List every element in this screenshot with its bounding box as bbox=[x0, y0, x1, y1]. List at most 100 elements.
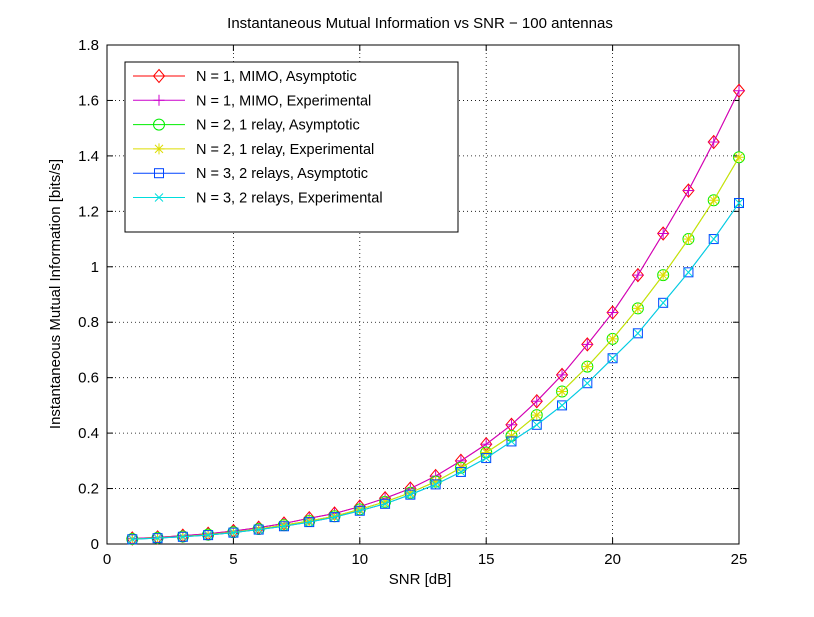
data-point bbox=[530, 393, 543, 409]
legend-marker bbox=[152, 68, 166, 84]
data-point bbox=[682, 183, 695, 198]
y-tick-label: 0 bbox=[91, 536, 99, 553]
data-point bbox=[279, 521, 289, 531]
marker-stroke bbox=[557, 401, 567, 410]
data-point bbox=[229, 528, 238, 537]
marker-stroke bbox=[709, 195, 719, 205]
data-point bbox=[582, 378, 593, 389]
data-point bbox=[405, 489, 416, 500]
data-point bbox=[708, 234, 719, 245]
marker-stroke bbox=[380, 499, 390, 509]
legend-entry: N = 3, 2 relays, Asymptotic bbox=[133, 166, 368, 182]
legend-marker bbox=[154, 168, 164, 179]
data-point bbox=[531, 395, 543, 407]
marker-stroke bbox=[154, 193, 164, 202]
y-tick-label: 1.4 bbox=[78, 148, 99, 165]
legend-marker bbox=[153, 94, 165, 106]
legend-entry: N = 1, MIMO, Experimental bbox=[133, 93, 371, 109]
data-point bbox=[505, 430, 517, 442]
data-point bbox=[632, 269, 644, 281]
data-point bbox=[657, 269, 669, 281]
marker-stroke bbox=[330, 511, 339, 521]
marker-stroke bbox=[330, 512, 339, 522]
series-5 bbox=[127, 198, 744, 545]
data-point bbox=[480, 447, 492, 459]
data-point bbox=[354, 505, 365, 516]
data-point bbox=[178, 532, 188, 542]
marker-stroke bbox=[734, 198, 744, 208]
data-point bbox=[684, 267, 693, 277]
marker-stroke bbox=[507, 437, 516, 446]
data-point bbox=[581, 337, 594, 352]
data-point bbox=[481, 453, 492, 464]
x-tick-label: 15 bbox=[478, 551, 495, 568]
data-point bbox=[582, 378, 592, 388]
data-point bbox=[532, 420, 542, 430]
marker-stroke bbox=[608, 334, 617, 344]
legend-marker bbox=[153, 143, 165, 155]
data-point bbox=[733, 151, 745, 163]
plot-axes: 0 5 10 15 20 25 0 0.2 0.4 0.6 0.8 1 1.2 1.4 1.6 1.8 bbox=[78, 37, 747, 568]
marker-stroke bbox=[203, 530, 213, 540]
legend-entry: N = 1, MIMO, Asymptotic bbox=[133, 68, 357, 85]
data-point bbox=[607, 353, 618, 364]
legend-entry: N = 2, 1 relay, Asymptotic bbox=[133, 118, 360, 134]
marker-stroke bbox=[481, 453, 491, 463]
series-6 bbox=[127, 198, 744, 544]
marker-stroke bbox=[279, 520, 289, 530]
marker-stroke bbox=[709, 234, 719, 244]
marker-stroke bbox=[431, 480, 440, 489]
data-point bbox=[406, 490, 415, 500]
data-point bbox=[456, 467, 466, 477]
data-point bbox=[734, 198, 744, 208]
data-point bbox=[607, 333, 619, 345]
marker-stroke bbox=[633, 304, 643, 313]
legend-entry: N = 3, 2 relays, Experimental bbox=[133, 191, 383, 207]
data-point bbox=[330, 512, 339, 522]
marker-stroke bbox=[734, 152, 744, 162]
x-tick-label: 25 bbox=[731, 551, 748, 568]
marker-stroke bbox=[431, 477, 440, 486]
legend-marker bbox=[153, 118, 165, 131]
data-point bbox=[556, 369, 568, 381]
legend-label: N = 1, MIMO, Experimental bbox=[196, 93, 371, 109]
data-point bbox=[506, 436, 517, 447]
data-point bbox=[304, 517, 315, 528]
marker-stroke bbox=[658, 270, 668, 280]
data-point bbox=[379, 496, 391, 508]
marker-stroke bbox=[304, 516, 314, 526]
y-axis-label: Instantaneous Mutual Information [bits/s… bbox=[47, 159, 64, 429]
data-point bbox=[732, 83, 746, 99]
data-point bbox=[707, 134, 720, 150]
marker-stroke bbox=[456, 467, 466, 477]
legend-marker bbox=[154, 193, 164, 202]
data-point bbox=[683, 267, 694, 278]
x-tick-label: 5 bbox=[229, 551, 237, 568]
y-tick-label: 0.6 bbox=[78, 370, 99, 387]
data-point bbox=[203, 530, 213, 540]
data-point bbox=[531, 419, 542, 430]
data-point bbox=[380, 499, 390, 509]
y-tick-label: 0.8 bbox=[78, 314, 99, 331]
data-point bbox=[557, 400, 568, 411]
data-point bbox=[631, 267, 645, 283]
x-axis-label: SNR [dB] bbox=[389, 571, 452, 588]
legend-box bbox=[124, 61, 459, 233]
data-point bbox=[329, 512, 340, 523]
data-point bbox=[608, 353, 617, 363]
legend-label: N = 3, 2 relays, Asymptotic bbox=[196, 166, 368, 182]
data-point bbox=[581, 361, 593, 373]
x-tick-label: 20 bbox=[604, 551, 621, 568]
x-tick-label: 0 bbox=[103, 551, 111, 568]
plot-frame bbox=[106, 44, 740, 545]
data-point bbox=[606, 305, 619, 320]
legend-label: N = 2, 1 relay, Experimental bbox=[196, 142, 374, 158]
y-tick-label: 1 bbox=[91, 259, 99, 276]
marker-stroke bbox=[582, 378, 592, 388]
data-point bbox=[430, 476, 442, 488]
marker-stroke bbox=[229, 528, 238, 537]
data-point bbox=[531, 409, 543, 421]
marker-stroke bbox=[532, 420, 542, 430]
marker-stroke bbox=[406, 490, 415, 500]
data-point bbox=[507, 437, 516, 446]
